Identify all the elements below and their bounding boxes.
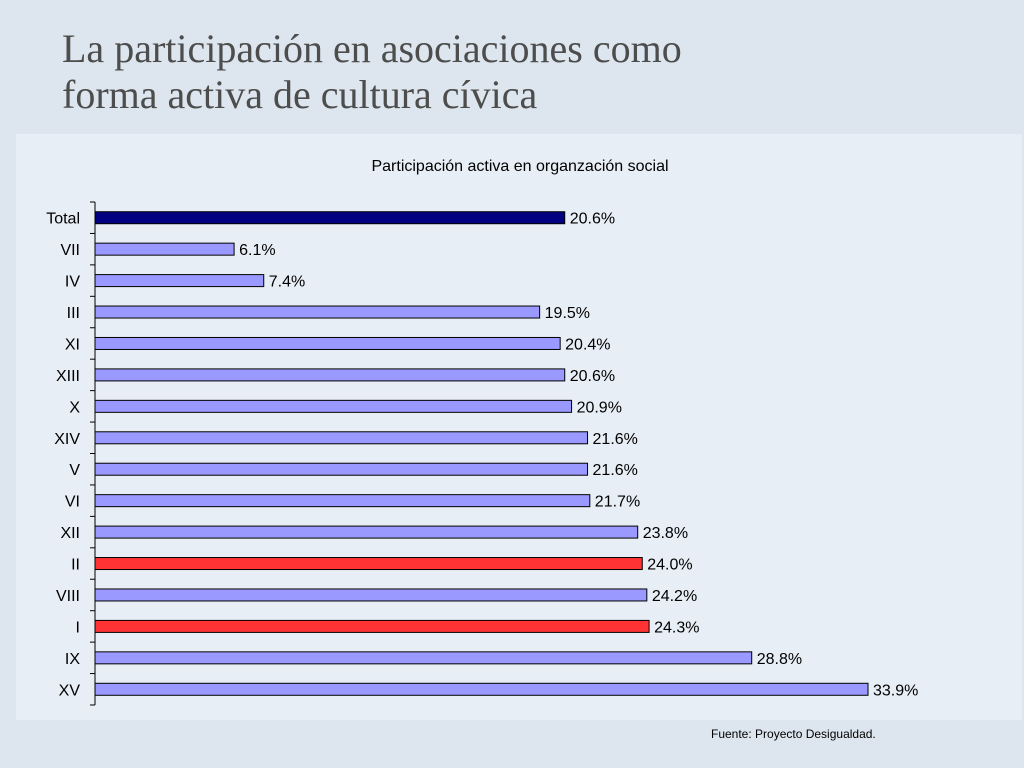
- value-label: 24.2%: [652, 588, 697, 605]
- bar-ix: [94, 651, 753, 665]
- bar-ii: [94, 557, 643, 571]
- value-label: 20.6%: [570, 368, 615, 385]
- bar-x: [94, 399, 573, 413]
- category-label: X: [69, 399, 80, 416]
- category-label: IV: [65, 274, 80, 291]
- category-label: VI: [65, 494, 80, 511]
- value-label: 28.8%: [757, 651, 802, 668]
- category-label: I: [76, 619, 80, 636]
- chart-title: Participación activa en organzación soci…: [371, 158, 669, 175]
- bar-iv: [94, 274, 265, 288]
- category-label: XIV: [54, 431, 80, 448]
- bar-i: [94, 619, 650, 633]
- value-label: 24.0%: [647, 557, 692, 574]
- bar-xii: [94, 525, 639, 539]
- category-label: XI: [65, 336, 80, 353]
- category-label: V: [69, 462, 80, 479]
- category-label: XIII: [56, 368, 80, 385]
- slide-title-line-2: forma activa de cultura cívica: [62, 72, 538, 117]
- value-label: 7.4%: [269, 274, 305, 291]
- category-label: Total: [46, 211, 80, 228]
- value-label: 20.4%: [565, 336, 610, 353]
- value-label: 21.6%: [593, 431, 638, 448]
- category-label: XII: [60, 525, 80, 542]
- bar-total: [94, 211, 566, 225]
- bar-vi: [94, 494, 591, 508]
- value-label: 21.6%: [593, 462, 638, 479]
- category-label: XV: [59, 682, 81, 699]
- category-label: VII: [60, 242, 80, 259]
- category-label: III: [67, 305, 80, 322]
- category-label: VIII: [56, 588, 80, 605]
- value-label: 6.1%: [239, 242, 275, 259]
- bar-vii: [94, 242, 235, 256]
- bar-xv: [94, 682, 869, 696]
- value-label: 23.8%: [643, 525, 688, 542]
- bar-xi: [94, 336, 561, 350]
- bar-xiv: [94, 431, 589, 445]
- value-label: 20.9%: [577, 399, 622, 416]
- value-label: 24.3%: [654, 619, 699, 636]
- value-label: 33.9%: [873, 682, 918, 699]
- value-label: 21.7%: [595, 494, 640, 511]
- slide-title: La participación en asociaciones como fo…: [62, 26, 1002, 118]
- category-label: II: [71, 557, 80, 574]
- bar-iii: [94, 305, 541, 319]
- category-label: IX: [65, 651, 80, 668]
- bar-xiii: [94, 368, 566, 382]
- value-label: 20.6%: [570, 211, 615, 228]
- bar-viii: [94, 588, 648, 602]
- bar-v: [94, 462, 589, 476]
- source-note: Fuente: Proyecto Desigualdad.: [711, 727, 876, 741]
- value-label: 19.5%: [545, 305, 590, 322]
- slide-title-line-1: La participación en asociaciones como: [62, 26, 682, 71]
